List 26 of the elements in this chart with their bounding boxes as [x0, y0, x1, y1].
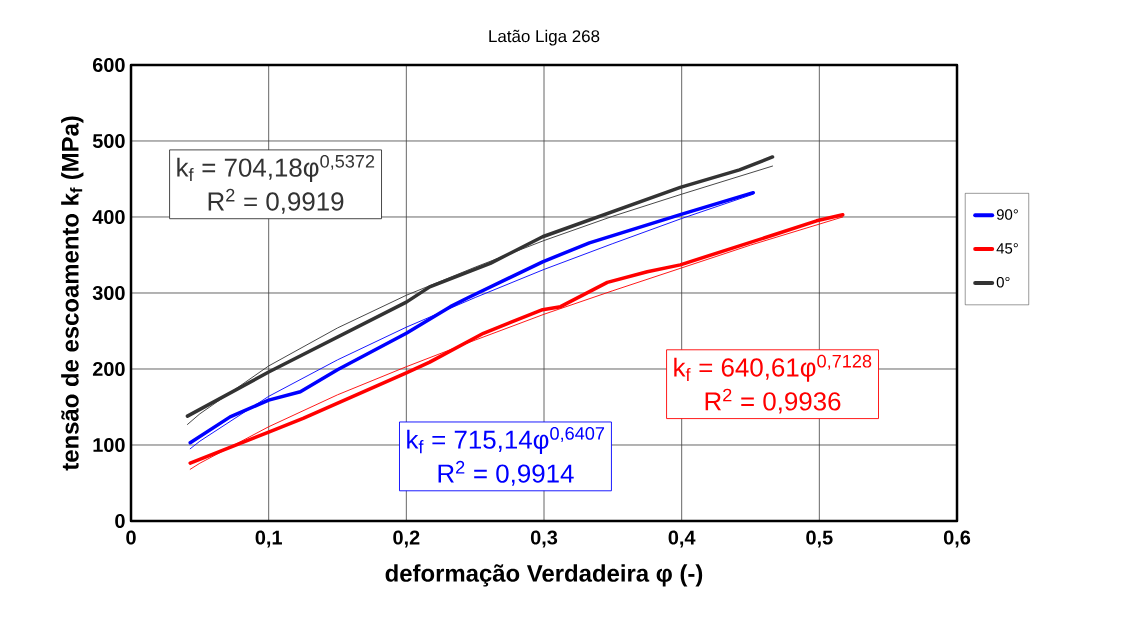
annotation: k$_{f}$ = 640,61φ$^{0,7128}$	[674, 354, 872, 382]
x-tick-label: 0,2	[393, 530, 420, 548]
x-tick-label: 0	[126, 530, 136, 545]
y-tick-label: 100	[93, 437, 125, 453]
annotation: R$^{2}$ = 0,9919	[208, 188, 344, 214]
y-tick-label: 400	[92, 209, 125, 225]
x-tick-label: 0,5	[806, 530, 833, 548]
legend-label: 45°	[996, 243, 1018, 254]
y-axis-title: tensão de escoamento k$_{f}$ (MPa)	[61, 116, 84, 471]
annotation: k$_{f}$ = 715,14φ$^{0,6407}$	[407, 426, 605, 454]
x-axis-title: deformação Verdadeira φ (-)	[385, 564, 703, 587]
x-tick-label: 0,6	[943, 530, 971, 548]
y-tick-label: 600	[92, 57, 125, 73]
chart-title: Latão Liga 268	[489, 29, 600, 46]
x-tick-label: 0,4	[668, 530, 696, 548]
y-tick-label: 0	[115, 513, 125, 529]
x-tick-label: 0,1	[255, 530, 282, 548]
annotation: R$^{2}$ = 0,9914	[438, 460, 574, 486]
y-tick-label: 200	[92, 361, 125, 377]
legend-label: 90°	[996, 209, 1018, 220]
y-tick-label: 300	[92, 285, 125, 301]
annotation: k$_{f}$ = 704,18φ$^{0,5372}$	[177, 154, 375, 182]
y-tick-label: 500	[92, 133, 125, 149]
x-tick-label: 0,3	[530, 530, 558, 548]
legend-label: 0°	[996, 276, 1010, 288]
annotation: R$^{2}$ = 0,9936	[705, 388, 841, 414]
